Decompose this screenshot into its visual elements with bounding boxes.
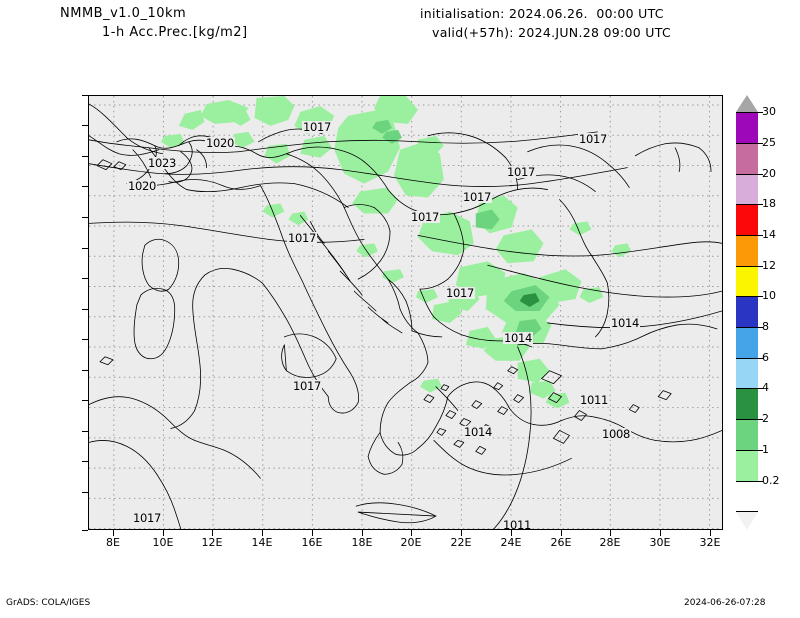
colorbar-band-14[interactable] (736, 235, 758, 266)
colorbar-tick-label: 20 (762, 167, 776, 180)
contour-label: 1020 (205, 136, 236, 150)
field-title: 1-h Acc.Prec.[kg/m2] (102, 25, 248, 40)
initialisation-time: initialisation: 2024.06.26. 00:00 UTC (420, 6, 664, 21)
colorbar-tick-label: 18 (762, 197, 776, 210)
colorbar[interactable] (736, 112, 758, 512)
x-tick-label: 30E (649, 536, 671, 549)
x-tick-label: 20E (400, 536, 422, 549)
header-right-block: initialisation: 2024.06.26. 00:00 UTC va… (420, 4, 780, 42)
colorbar-tick-label: 0.2 (762, 474, 780, 487)
model-title: NMMB_v1.0_10km (60, 6, 187, 21)
lat-lon-grid (89, 96, 722, 529)
colorbar-tick-label: 4 (762, 381, 769, 394)
colorbar-band-4[interactable] (736, 388, 758, 419)
contour-label: 1014 (503, 331, 534, 345)
contour-label: 1014 (463, 425, 494, 439)
x-tick-label: 8E (106, 536, 120, 549)
x-tick-label: 24E (500, 536, 522, 549)
x-tick-label: 22E (450, 536, 472, 549)
contour-label: 1017 (132, 511, 163, 525)
colorbar-over-arrow (736, 95, 758, 112)
colorbar-tick-label: 2 (762, 412, 769, 425)
colorbar-tick-label: 6 (762, 351, 769, 364)
x-tick-label: 14E (251, 536, 273, 549)
colorbar-tick-label: 1 (762, 443, 769, 456)
colorbar-tick-label: 14 (762, 228, 776, 241)
colorbar-tick-label: 8 (762, 320, 769, 333)
grads-credit: GrADS: COLA/IGES (6, 598, 91, 608)
contour-label: 1017 (302, 120, 333, 134)
colorbar-tick-label: 25 (762, 136, 776, 149)
colorbar-under-arrow (736, 512, 758, 530)
x-tick-label: 10E (152, 536, 174, 549)
x-tick-label: 32E (699, 536, 721, 549)
colorbar-tick-label: 12 (762, 259, 776, 272)
isobar-label-layer: 1023 1020 1020 1017 1017 1017 1017 1017 … (89, 96, 722, 529)
contour-label: 1017 (287, 231, 318, 245)
contour-label: 1017 (292, 379, 323, 393)
contour-label: 1014 (610, 316, 641, 330)
x-tick-label: 26E (550, 536, 572, 549)
colorbar-band-6[interactable] (736, 358, 758, 388)
x-tick-label: 12E (201, 536, 223, 549)
colorbar-tick-label: 30 (762, 105, 776, 118)
colorbar-band-18[interactable] (736, 204, 758, 235)
map-plot-area[interactable]: 1023 1020 1020 1017 1017 1017 1017 1017 … (88, 95, 723, 530)
contour-label: 1008 (601, 427, 632, 441)
colorbar-band-25[interactable] (736, 143, 758, 174)
header-left-block: NMMB_v1.0_10km 1-h Acc.Prec.[kg/m2] (60, 4, 390, 42)
valid-time: valid(+57h): 2024.JUN.28 09:00 UTC (432, 25, 671, 40)
colorbar-band-20[interactable] (736, 174, 758, 204)
contour-label: 1020 (127, 179, 158, 193)
colorbar-band-12[interactable] (736, 266, 758, 296)
contour-label: 1017 (410, 210, 441, 224)
colorbar-band-0.2[interactable] (736, 481, 758, 512)
colorbar-band-30[interactable] (736, 112, 758, 143)
x-tick-label: 16E (301, 536, 323, 549)
colorbar-band-8[interactable] (736, 327, 758, 358)
contour-label: 1011 (502, 518, 533, 530)
contour-label: 1017 (578, 132, 609, 146)
x-tick-label: 18E (351, 536, 373, 549)
coastline-and-border-overlay (89, 103, 722, 529)
render-timestamp: 2024-06-26-07:28 (684, 598, 766, 608)
colorbar-tick-label: 10 (762, 289, 776, 302)
contour-label: 1017 (462, 190, 493, 204)
colorbar-band-10[interactable] (736, 296, 758, 327)
x-tick-label: 28E (599, 536, 621, 549)
contour-label: 1023 (147, 156, 178, 170)
colorbar-band-1[interactable] (736, 450, 758, 481)
contour-label: 1017 (506, 165, 537, 179)
contour-label: 1011 (579, 393, 610, 407)
colorbar-band-2[interactable] (736, 419, 758, 450)
contour-label: 1017 (445, 286, 476, 300)
